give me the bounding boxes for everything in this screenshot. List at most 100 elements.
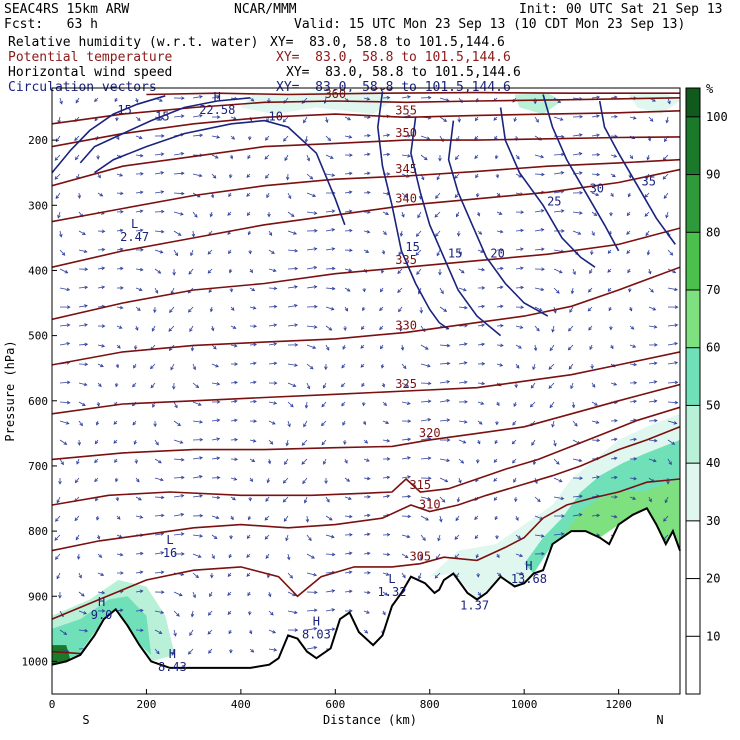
circulation-vector (135, 287, 143, 291)
wind-contour (499, 107, 596, 268)
circulation-vector-head (436, 252, 440, 257)
circulation-vector-head (520, 228, 525, 233)
circulation-vector-head (246, 554, 250, 558)
extrema-label: H (214, 90, 221, 104)
circulation-vector-head (55, 138, 60, 143)
circulation-vector-head (342, 422, 346, 426)
circulation-vector (97, 591, 105, 594)
circulation-vector-head (268, 232, 273, 237)
circulation-vector-head (313, 325, 318, 329)
circulation-vector (230, 400, 238, 403)
extrema-label: H (525, 559, 532, 573)
circulation-vector-head (216, 495, 221, 500)
circulation-vector-head (228, 630, 232, 635)
y-tick-label: 600 (28, 395, 48, 408)
circulation-vector-head (210, 327, 215, 332)
circulation-vector (78, 286, 88, 289)
colorbar-tick-label: 80 (706, 225, 720, 239)
circulation-vector-head (664, 499, 668, 504)
circulation-vector-head (180, 457, 185, 462)
circulation-vector-head (172, 272, 176, 276)
circulation-vector (344, 172, 352, 175)
circulation-vector-head (214, 155, 219, 159)
circulation-vector-head (180, 152, 185, 156)
circulation-vector (325, 287, 335, 290)
circulation-vector-head (84, 628, 89, 633)
circulation-vector (439, 477, 448, 482)
circulation-vector-head (341, 402, 345, 407)
circulation-vector (401, 96, 411, 99)
circulation-vector-head (399, 327, 403, 332)
circulation-vector-head (84, 304, 88, 308)
circulation-vector-head (267, 460, 272, 465)
circulation-vector (512, 439, 517, 445)
colorbar-band (686, 116, 700, 175)
circulation-vector-head (303, 119, 307, 124)
circulation-vector (363, 135, 370, 137)
circulation-vector-head (493, 497, 498, 501)
circulation-vector (382, 439, 390, 442)
circulation-vector (59, 610, 64, 617)
circulation-vector-head (561, 229, 565, 233)
circulation-vector (173, 476, 184, 479)
circulation-vector-head (331, 608, 336, 612)
circulation-vector-head (327, 137, 332, 142)
circulation-vector (173, 249, 178, 256)
circulation-vector-head (66, 287, 71, 292)
circulation-vector-head (610, 193, 614, 198)
circulation-vector-head (513, 403, 517, 408)
circulation-vector-head (94, 459, 98, 464)
circulation-vector (249, 458, 255, 462)
circulation-vector (496, 211, 502, 215)
circulation-vector-head (454, 175, 458, 179)
circulation-vector (534, 306, 543, 311)
circulation-vector (398, 306, 403, 312)
circulation-vector-head (253, 380, 257, 385)
circulation-vector-head (250, 649, 255, 653)
circulation-vector (78, 382, 87, 386)
theta-contour-label: 305 (409, 550, 431, 564)
circulation-vector-head (119, 552, 124, 557)
circulation-vector-head (499, 229, 504, 234)
circulation-vector-head (648, 270, 652, 275)
circulation-vector (302, 477, 308, 484)
circulation-vector-head (629, 307, 633, 312)
circulation-vector-head (578, 513, 583, 517)
circulation-vector-head (662, 176, 667, 180)
circulation-vector (268, 362, 277, 365)
circulation-vector (321, 420, 327, 426)
circulation-vector-head (132, 383, 136, 388)
circulation-vector (154, 571, 164, 574)
wind-contour-label: 15 (448, 246, 462, 260)
colorbar: 10 20 30 40 50 60 70 80 90 100 (685, 87, 728, 695)
circulation-vector (306, 173, 313, 180)
circulation-vector-head (96, 156, 100, 160)
circulation-vector (515, 325, 523, 329)
circulation-vector (325, 496, 330, 503)
field-wind-label: Horizontal wind speed (8, 65, 173, 80)
circulation-vector-head (633, 362, 638, 367)
circulation-vector-head (607, 288, 612, 292)
circulation-vector-head (379, 326, 383, 331)
circulation-vector-head (181, 475, 185, 480)
circulation-vector-head (117, 345, 121, 349)
circulation-vector-head (266, 194, 270, 199)
circulation-vector-head (114, 383, 119, 388)
circulation-vector (78, 420, 83, 426)
circulation-vector (648, 439, 657, 442)
circulation-vector-head (312, 193, 317, 198)
circulation-vector-head (324, 480, 328, 485)
circulation-vector (591, 96, 600, 99)
circulation-vector-head (273, 342, 278, 346)
circulation-vector-head (172, 386, 176, 390)
circulation-vector (548, 382, 555, 389)
circulation-vector (344, 135, 352, 138)
circulation-vector (420, 363, 431, 367)
circulation-vector-head (417, 214, 421, 219)
circulation-vector-head (139, 209, 144, 213)
circulation-vector-head (367, 571, 371, 575)
circulation-vector-head (553, 309, 557, 314)
wind-contour (410, 117, 502, 337)
circulation-vector-head (382, 611, 386, 616)
circulation-vector (439, 344, 450, 347)
